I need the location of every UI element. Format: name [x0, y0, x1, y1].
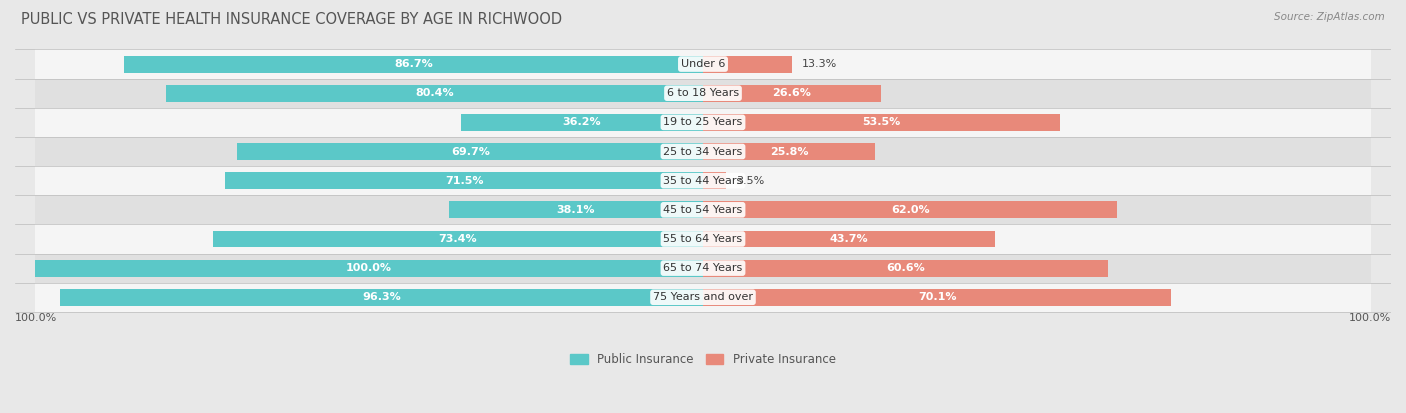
Bar	[703, 114, 1060, 131]
Bar	[703, 202, 1118, 218]
Bar	[35, 282, 1371, 312]
Text: 100.0%: 100.0%	[15, 313, 58, 323]
Text: 35 to 44 Years: 35 to 44 Years	[664, 176, 742, 186]
Text: 6 to 18 Years: 6 to 18 Years	[666, 88, 740, 98]
Bar	[212, 230, 703, 247]
Bar	[35, 254, 1371, 282]
Bar	[59, 289, 703, 306]
Text: Source: ZipAtlas.com: Source: ZipAtlas.com	[1274, 12, 1385, 22]
Text: 60.6%: 60.6%	[886, 263, 925, 273]
Legend: Public Insurance, Private Insurance: Public Insurance, Private Insurance	[571, 353, 835, 366]
Bar	[703, 85, 880, 102]
Bar	[35, 108, 1371, 137]
Text: 36.2%: 36.2%	[562, 117, 602, 127]
Bar	[35, 137, 1371, 166]
Bar	[35, 78, 1371, 108]
Bar	[35, 50, 1371, 78]
Text: PUBLIC VS PRIVATE HEALTH INSURANCE COVERAGE BY AGE IN RICHWOOD: PUBLIC VS PRIVATE HEALTH INSURANCE COVER…	[21, 12, 562, 27]
Bar	[35, 224, 1371, 254]
Text: 73.4%: 73.4%	[439, 234, 477, 244]
Bar	[225, 172, 703, 189]
Text: 62.0%: 62.0%	[891, 205, 929, 215]
Text: 13.3%: 13.3%	[801, 59, 837, 69]
Text: 45 to 54 Years: 45 to 54 Years	[664, 205, 742, 215]
Text: 25.8%: 25.8%	[770, 147, 808, 157]
Bar	[449, 202, 703, 218]
Bar	[35, 166, 1371, 195]
Bar	[35, 195, 1371, 224]
Text: 100.0%: 100.0%	[346, 263, 392, 273]
Bar	[703, 172, 727, 189]
Bar	[703, 289, 1171, 306]
Bar	[166, 85, 703, 102]
Bar	[461, 114, 703, 131]
Text: 53.5%: 53.5%	[862, 117, 901, 127]
Text: 65 to 74 Years: 65 to 74 Years	[664, 263, 742, 273]
Text: 96.3%: 96.3%	[361, 292, 401, 302]
Text: 70.1%: 70.1%	[918, 292, 956, 302]
Bar	[124, 56, 703, 73]
Text: 75 Years and over: 75 Years and over	[652, 292, 754, 302]
Text: 38.1%: 38.1%	[557, 205, 595, 215]
Text: 3.5%: 3.5%	[737, 176, 765, 186]
Bar	[35, 260, 703, 277]
Text: 100.0%: 100.0%	[1348, 313, 1391, 323]
Bar	[703, 143, 876, 160]
Bar	[703, 230, 995, 247]
Text: 25 to 34 Years: 25 to 34 Years	[664, 147, 742, 157]
Bar	[703, 260, 1108, 277]
Text: 43.7%: 43.7%	[830, 234, 869, 244]
Text: 19 to 25 Years: 19 to 25 Years	[664, 117, 742, 127]
Text: 69.7%: 69.7%	[451, 147, 489, 157]
Text: 26.6%: 26.6%	[772, 88, 811, 98]
Text: 86.7%: 86.7%	[394, 59, 433, 69]
Text: Under 6: Under 6	[681, 59, 725, 69]
Text: 80.4%: 80.4%	[415, 88, 454, 98]
Text: 71.5%: 71.5%	[444, 176, 484, 186]
Bar	[703, 56, 792, 73]
Bar	[238, 143, 703, 160]
Text: 55 to 64 Years: 55 to 64 Years	[664, 234, 742, 244]
